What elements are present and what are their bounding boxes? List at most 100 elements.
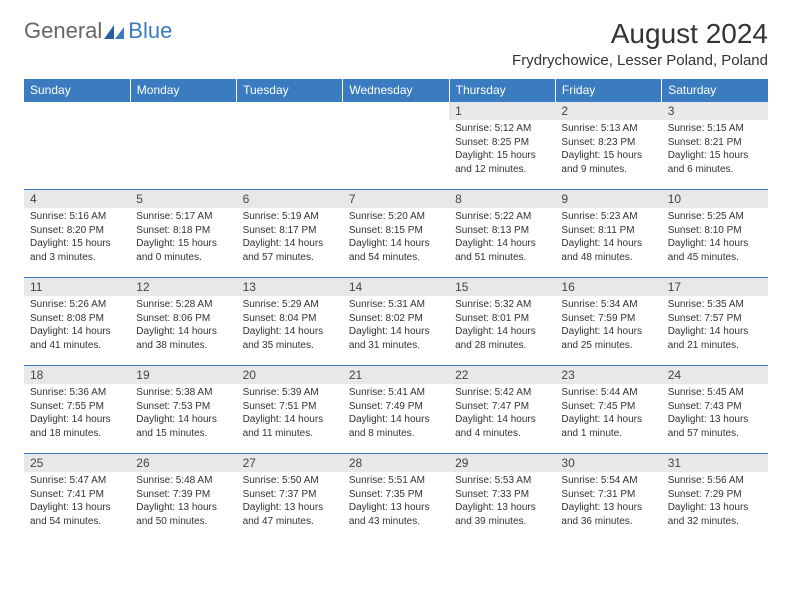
day-daylight1: Daylight: 13 hours xyxy=(668,413,762,427)
day-sunrise: Sunrise: 5:13 AM xyxy=(561,122,655,136)
day-content: Sunrise: 5:26 AMSunset: 8:08 PMDaylight:… xyxy=(24,296,130,356)
day-content: Sunrise: 5:22 AMSunset: 8:13 PMDaylight:… xyxy=(449,208,555,268)
day-daylight1: Daylight: 14 hours xyxy=(30,413,124,427)
day-sunrise: Sunrise: 5:17 AM xyxy=(136,210,230,224)
day-number: 9 xyxy=(555,190,661,208)
calendar-body: ....1Sunrise: 5:12 AMSunset: 8:25 PMDayl… xyxy=(24,102,768,542)
calendar-day-cell: 12Sunrise: 5:28 AMSunset: 8:06 PMDayligh… xyxy=(130,278,236,366)
calendar-day-cell: 19Sunrise: 5:38 AMSunset: 7:53 PMDayligh… xyxy=(130,366,236,454)
day-sunset: Sunset: 7:51 PM xyxy=(243,400,337,414)
day-number: 18 xyxy=(24,366,130,384)
day-sunset: Sunset: 7:39 PM xyxy=(136,488,230,502)
day-sunrise: Sunrise: 5:39 AM xyxy=(243,386,337,400)
day-content: Sunrise: 5:32 AMSunset: 8:01 PMDaylight:… xyxy=(449,296,555,356)
calendar-day-cell: 27Sunrise: 5:50 AMSunset: 7:37 PMDayligh… xyxy=(237,454,343,542)
day-number: 20 xyxy=(237,366,343,384)
day-daylight1: Daylight: 14 hours xyxy=(455,237,549,251)
day-content: Sunrise: 5:54 AMSunset: 7:31 PMDaylight:… xyxy=(555,472,661,532)
day-number: 24 xyxy=(662,366,768,384)
day-sunset: Sunset: 8:17 PM xyxy=(243,224,337,238)
day-daylight1: Daylight: 14 hours xyxy=(349,413,443,427)
day-daylight2: and 4 minutes. xyxy=(455,427,549,441)
calendar-day-cell: 17Sunrise: 5:35 AMSunset: 7:57 PMDayligh… xyxy=(662,278,768,366)
day-daylight1: Daylight: 14 hours xyxy=(455,413,549,427)
day-content: Sunrise: 5:17 AMSunset: 8:18 PMDaylight:… xyxy=(130,208,236,268)
day-daylight2: and 18 minutes. xyxy=(30,427,124,441)
day-daylight2: and 54 minutes. xyxy=(349,251,443,265)
day-daylight1: Daylight: 15 hours xyxy=(455,149,549,163)
day-number: 1 xyxy=(449,102,555,120)
day-daylight1: Daylight: 14 hours xyxy=(243,325,337,339)
day-header: Monday xyxy=(130,79,236,102)
day-daylight1: Daylight: 15 hours xyxy=(30,237,124,251)
day-daylight2: and 11 minutes. xyxy=(243,427,337,441)
calendar-day-cell: 24Sunrise: 5:45 AMSunset: 7:43 PMDayligh… xyxy=(662,366,768,454)
day-sunset: Sunset: 7:49 PM xyxy=(349,400,443,414)
day-sunrise: Sunrise: 5:51 AM xyxy=(349,474,443,488)
day-sunset: Sunset: 7:35 PM xyxy=(349,488,443,502)
day-daylight2: and 21 minutes. xyxy=(668,339,762,353)
day-number: 31 xyxy=(662,454,768,472)
day-sunrise: Sunrise: 5:12 AM xyxy=(455,122,549,136)
calendar-day-cell: 6Sunrise: 5:19 AMSunset: 8:17 PMDaylight… xyxy=(237,190,343,278)
calendar-day-cell: 11Sunrise: 5:26 AMSunset: 8:08 PMDayligh… xyxy=(24,278,130,366)
day-daylight2: and 31 minutes. xyxy=(349,339,443,353)
day-sunset: Sunset: 7:31 PM xyxy=(561,488,655,502)
day-sunrise: Sunrise: 5:20 AM xyxy=(349,210,443,224)
day-daylight2: and 50 minutes. xyxy=(136,515,230,529)
calendar-day-cell: 9Sunrise: 5:23 AMSunset: 8:11 PMDaylight… xyxy=(555,190,661,278)
day-daylight1: Daylight: 14 hours xyxy=(30,325,124,339)
header: General Blue August 2024 Frydrychowice, … xyxy=(24,18,768,69)
day-daylight1: Daylight: 13 hours xyxy=(561,501,655,515)
day-daylight1: Daylight: 14 hours xyxy=(349,325,443,339)
day-sunset: Sunset: 7:33 PM xyxy=(455,488,549,502)
day-content: Sunrise: 5:50 AMSunset: 7:37 PMDaylight:… xyxy=(237,472,343,532)
day-sunrise: Sunrise: 5:36 AM xyxy=(30,386,124,400)
day-number: 23 xyxy=(555,366,661,384)
day-sunrise: Sunrise: 5:38 AM xyxy=(136,386,230,400)
day-sunrise: Sunrise: 5:19 AM xyxy=(243,210,337,224)
day-daylight1: Daylight: 14 hours xyxy=(455,325,549,339)
day-daylight1: Daylight: 14 hours xyxy=(668,325,762,339)
day-sunset: Sunset: 8:02 PM xyxy=(349,312,443,326)
day-sunset: Sunset: 8:21 PM xyxy=(668,136,762,150)
day-daylight1: Daylight: 13 hours xyxy=(30,501,124,515)
calendar-day-cell: . xyxy=(130,102,236,190)
day-sunset: Sunset: 8:06 PM xyxy=(136,312,230,326)
day-daylight2: and 32 minutes. xyxy=(668,515,762,529)
day-daylight2: and 51 minutes. xyxy=(455,251,549,265)
day-content: Sunrise: 5:45 AMSunset: 7:43 PMDaylight:… xyxy=(662,384,768,444)
day-daylight2: and 12 minutes. xyxy=(455,163,549,177)
day-content: Sunrise: 5:36 AMSunset: 7:55 PMDaylight:… xyxy=(24,384,130,444)
logo-text-blue: Blue xyxy=(128,18,172,44)
day-sunrise: Sunrise: 5:15 AM xyxy=(668,122,762,136)
day-sunset: Sunset: 7:57 PM xyxy=(668,312,762,326)
day-number: 16 xyxy=(555,278,661,296)
calendar-day-cell: 15Sunrise: 5:32 AMSunset: 8:01 PMDayligh… xyxy=(449,278,555,366)
day-sunset: Sunset: 8:10 PM xyxy=(668,224,762,238)
calendar-day-cell: 13Sunrise: 5:29 AMSunset: 8:04 PMDayligh… xyxy=(237,278,343,366)
day-number: 2 xyxy=(555,102,661,120)
day-content: Sunrise: 5:20 AMSunset: 8:15 PMDaylight:… xyxy=(343,208,449,268)
day-number: 7 xyxy=(343,190,449,208)
day-daylight2: and 41 minutes. xyxy=(30,339,124,353)
day-content: Sunrise: 5:35 AMSunset: 7:57 PMDaylight:… xyxy=(662,296,768,356)
day-daylight1: Daylight: 14 hours xyxy=(349,237,443,251)
day-sunrise: Sunrise: 5:35 AM xyxy=(668,298,762,312)
calendar-day-cell: 28Sunrise: 5:51 AMSunset: 7:35 PMDayligh… xyxy=(343,454,449,542)
day-sunrise: Sunrise: 5:53 AM xyxy=(455,474,549,488)
day-content: Sunrise: 5:31 AMSunset: 8:02 PMDaylight:… xyxy=(343,296,449,356)
day-daylight2: and 0 minutes. xyxy=(136,251,230,265)
day-header: Wednesday xyxy=(343,79,449,102)
day-daylight2: and 6 minutes. xyxy=(668,163,762,177)
calendar-day-cell: 1Sunrise: 5:12 AMSunset: 8:25 PMDaylight… xyxy=(449,102,555,190)
day-content: Sunrise: 5:56 AMSunset: 7:29 PMDaylight:… xyxy=(662,472,768,532)
calendar-day-cell: . xyxy=(343,102,449,190)
day-daylight1: Daylight: 14 hours xyxy=(561,237,655,251)
day-number: 8 xyxy=(449,190,555,208)
day-daylight1: Daylight: 15 hours xyxy=(668,149,762,163)
day-sunset: Sunset: 8:18 PM xyxy=(136,224,230,238)
calendar-week-row: 25Sunrise: 5:47 AMSunset: 7:41 PMDayligh… xyxy=(24,454,768,542)
day-daylight2: and 54 minutes. xyxy=(30,515,124,529)
calendar-day-cell: . xyxy=(237,102,343,190)
